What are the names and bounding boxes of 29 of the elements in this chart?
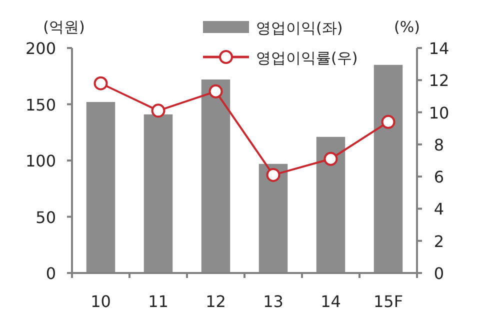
y-tick-label: 0	[46, 264, 56, 283]
point	[381, 114, 396, 129]
y-tick-label: 150	[25, 95, 56, 114]
x-tick-label: 11	[148, 292, 168, 311]
y2-tick-label: 12	[428, 71, 450, 90]
y2-axis-title: (%)	[394, 18, 420, 36]
point	[94, 76, 108, 90]
y2-tick-label: 14	[428, 39, 450, 58]
y-tick-label: 50	[36, 208, 56, 227]
y2-tick-label: 2	[434, 232, 444, 251]
x-tick-label: 10	[90, 292, 111, 311]
x-tick-label: 13	[263, 292, 284, 311]
legend-label: 영업이익(좌)	[256, 19, 343, 37]
y2-tick-label: 10	[428, 103, 450, 122]
point	[151, 104, 166, 118]
x-tick-label: 15F	[373, 292, 404, 311]
legend-label: 영업이익률(우)	[256, 49, 358, 67]
y-axis-title: (억원)	[43, 18, 85, 36]
point	[324, 152, 338, 166]
y2-tick-label: 8	[434, 135, 444, 154]
point	[266, 168, 280, 182]
y-tick-label: 200	[25, 39, 56, 58]
y2-tick-label: 0	[434, 264, 444, 283]
y-tick-label: 100	[25, 152, 56, 170]
point	[208, 84, 223, 98]
y2-tick-label: 4	[434, 200, 444, 219]
y2-tick-label: 6	[434, 168, 444, 187]
x-tick-label: 14	[320, 292, 341, 311]
x-tick-label: 12	[206, 292, 226, 311]
